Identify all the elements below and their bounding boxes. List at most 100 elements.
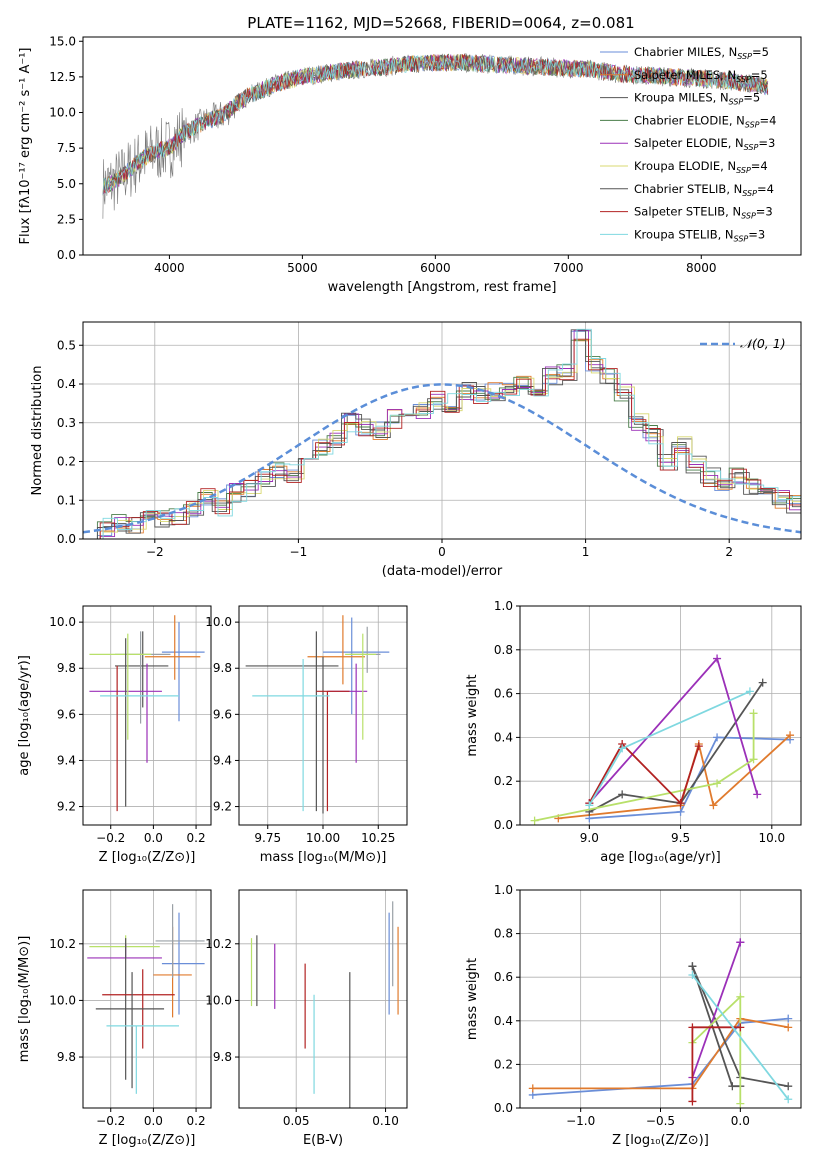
y-tick-label: 0.2 [494, 1057, 513, 1071]
weight-line [691, 994, 742, 1104]
y-tick-label: 10.0 [49, 106, 76, 120]
y-tick-label: 9.8 [213, 661, 232, 675]
y-tick-label: 0.8 [494, 643, 513, 657]
mass_vs_Z-frame: −0.2 0.0 0.2 9.8 10.0 10.2 Z [log₁₀(Z/Z⊙)] mass… [17, 889, 212, 1148]
y-tick-label: 15.0 [49, 34, 76, 48]
axes-frame [238, 889, 408, 1109]
y-tick-label: 0.2 [57, 455, 76, 469]
legend-value: =3 [758, 136, 775, 150]
weight-line [588, 682, 764, 813]
weight_vs_age-axes [520, 605, 801, 826]
y-tick-label: 0.0 [57, 532, 76, 546]
legend-subscript: SSP [734, 234, 749, 243]
spectrum-axes [102, 52, 769, 219]
x-tick-label: 0.0 [731, 1114, 750, 1128]
errorbar-point [144, 615, 201, 680]
legend-text: Salpeter MILES, N [634, 68, 736, 82]
legend-value: =4 [751, 159, 768, 173]
weight-marker [736, 1099, 745, 1108]
errorbar-point [115, 631, 169, 708]
y-tick-label: 10.0 [205, 993, 232, 1007]
x-axis-label: (data-model)/error [382, 564, 503, 579]
x-tick-label: 9.5 [671, 831, 690, 845]
x-tick-label: 0.05 [283, 1114, 310, 1128]
spectrum-plot [102, 52, 769, 219]
weight-marker [713, 779, 722, 788]
legend-entry: Kroupa ELODIE, NSSP=4 [634, 159, 768, 175]
y-tick-label: 9.8 [57, 1050, 76, 1064]
weight-marker [784, 1023, 793, 1032]
legend-value: =5 [752, 45, 769, 59]
y-tick-label: 7.5 [57, 141, 76, 155]
errorbar-point [245, 631, 339, 812]
legend-subscript: SSP [736, 166, 751, 175]
errorbar-point [161, 912, 205, 1015]
x-axis-label: age [log₁₀(age/yr)] [600, 850, 721, 865]
x-tick-label: 2 [725, 545, 733, 559]
weight-line [691, 974, 789, 1100]
weight-marker [585, 801, 594, 810]
histogram-step [85, 338, 801, 539]
weight-marker [709, 801, 718, 810]
y-tick-label: 9.8 [213, 1050, 232, 1064]
errorbar-point [155, 904, 205, 978]
y-axis-label: Flux [fλ10⁻¹⁷ erg cm⁻² s⁻¹ A⁻¹] [18, 48, 33, 245]
x-tick-label: 6000 [420, 261, 451, 275]
x-tick-label: 0.0 [144, 1114, 163, 1128]
x-tick-label: 0.2 [187, 831, 206, 845]
errorbar-point [89, 935, 160, 948]
age_vs_mass-frame: 9.75 10.00 10.25 9.2 9.4 9.6 9.8 10.0 mass [log₁… [205, 605, 408, 865]
legend-entry: Salpeter STELIB, NSSP=3 [634, 205, 773, 221]
errorbar-point [327, 663, 368, 763]
weight-marker [758, 678, 767, 687]
legend-value: =5 [743, 91, 760, 105]
age_vs_Z-plot [89, 615, 205, 812]
errorbar-point [89, 633, 152, 740]
weight-marker [728, 1082, 737, 1091]
weight-line [588, 742, 700, 805]
x-tick-label: 4000 [154, 261, 185, 275]
y-tick-label: 0.1 [57, 493, 76, 507]
errorbar-point [307, 615, 365, 685]
legend-subscript: SSP [741, 212, 756, 221]
y-axis-label: Normed distribution [30, 366, 45, 496]
weight-marker [749, 709, 758, 718]
x-tick-label: 0.10 [372, 1114, 399, 1128]
weight_vs_age-frame: 9.0 9.5 10.0 0.0 0.2 0.4 0.6 0.8 1.0 age [log₁₀(a… [465, 599, 802, 865]
weight-line [588, 690, 751, 806]
legend-text: Chabrier STELIB, N [634, 182, 742, 196]
x-axis-label: Z [log₁₀(Z/Z⊙)] [612, 1133, 709, 1148]
x-tick-label: −1.0 [566, 1114, 595, 1128]
figure-title: PLATE=1162, MJD=52668, FIBERID=0064, z=0… [247, 14, 634, 32]
errorbar-point [161, 622, 205, 722]
legend-subscript: SSP [729, 98, 744, 107]
histogram-step [85, 340, 801, 539]
y-tick-label: 0.8 [494, 927, 513, 941]
x-tick-label: 9.75 [254, 831, 281, 845]
x-tick-label: −1 [290, 545, 308, 559]
x-tick-label: 8000 [686, 261, 717, 275]
weight-marker [688, 1023, 697, 1032]
legend-entry: Salpeter MILES, NSSP=5 [634, 68, 768, 84]
x-tick-label: −2 [146, 545, 164, 559]
weight-marker [530, 816, 539, 825]
errorbar-point [106, 1025, 179, 1094]
axes-frame [82, 605, 212, 826]
legend-text: Salpeter ELODIE, N [634, 136, 744, 150]
weight-marker [745, 687, 754, 696]
histogram-step [83, 329, 801, 539]
y-tick-label: 12.5 [49, 70, 76, 84]
legend-text: Chabrier MILES, N [634, 45, 737, 59]
y-tick-label: 0.2 [494, 774, 513, 788]
legend-value: =4 [757, 182, 774, 196]
x-axis-label: Z [log₁₀(Z/Z⊙)] [99, 1133, 196, 1148]
weight-marker [618, 744, 627, 753]
legend-value: =5 [751, 68, 768, 82]
mass_vs_Z-axes [83, 890, 211, 1108]
y-tick-label: 1.0 [494, 883, 513, 897]
weight_vs_Z-axes [520, 889, 801, 1109]
x-tick-label: 10.00 [306, 831, 340, 845]
normal-legend-label: 𝒩(0, 1) [740, 336, 786, 351]
y-tick-label: 10.2 [49, 937, 76, 951]
